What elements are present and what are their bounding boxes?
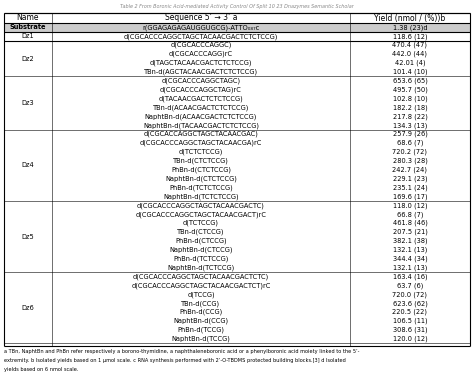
Text: Dz2: Dz2	[22, 55, 35, 62]
Text: d(CGCACCCAGGCTAGCTACAACGACTCTCTCCG): d(CGCACCCAGGCTAGCTACAACGACTCTCTCCG)	[124, 33, 278, 40]
Text: 653.6 (65): 653.6 (65)	[392, 78, 428, 84]
Text: 344.4 (34): 344.4 (34)	[392, 256, 428, 262]
Text: 132.1 (13): 132.1 (13)	[393, 247, 427, 253]
Text: 207.5 (21): 207.5 (21)	[392, 229, 428, 236]
Text: PhBn-d(CTCTCCG): PhBn-d(CTCTCCG)	[171, 166, 231, 173]
Text: Substrate: Substrate	[10, 24, 46, 30]
Text: 68.6 (7): 68.6 (7)	[397, 140, 423, 146]
Text: TBn-d(ACAACGACTCTCTCCG): TBn-d(ACAACGACTCTCTCCG)	[153, 104, 249, 111]
Text: 42.01 (4): 42.01 (4)	[395, 60, 425, 66]
Text: Dz3: Dz3	[22, 100, 34, 106]
Text: d(TCCG): d(TCCG)	[187, 291, 215, 298]
Text: d(TACAACGACTCTCTCCG): d(TACAACGACTCTCTCCG)	[159, 95, 243, 102]
Text: 220.5 (22): 220.5 (22)	[392, 309, 428, 315]
Text: NaphtBn-d(TCCG): NaphtBn-d(TCCG)	[172, 336, 230, 342]
Text: PhBn-d(TCTCCG): PhBn-d(TCTCCG)	[173, 256, 228, 262]
Bar	[4, 23, 470, 32]
Text: d(CGCACCAGGCTAGCTACAACGAC): d(CGCACCAGGCTAGCTACAACGAC)	[144, 131, 258, 137]
Text: extremity. b Isolated yields based on 1 μmol scale. c RNA synthesis performed wi: extremity. b Isolated yields based on 1 …	[4, 358, 346, 363]
Text: TBn-d(AGCTACAACGACTCTCTCCG): TBn-d(AGCTACAACGACTCTCTCCG)	[144, 69, 258, 75]
Text: TBn-d(CTCCG): TBn-d(CTCCG)	[177, 229, 225, 236]
Text: d(CGCACCCAGGCTAGC): d(CGCACCCAGGCTAGC)	[162, 78, 241, 84]
Text: 257.9 (26): 257.9 (26)	[392, 131, 428, 137]
Text: 280.3 (28): 280.3 (28)	[392, 158, 428, 164]
Text: PhBn-d(TCCG): PhBn-d(TCCG)	[177, 327, 225, 333]
Text: 217.8 (22): 217.8 (22)	[392, 113, 428, 120]
Text: 442.0 (44): 442.0 (44)	[392, 51, 428, 57]
Text: d(CGCACCCAGGC): d(CGCACCCAGGC)	[170, 42, 232, 48]
Text: d(CGCACCCAGGCTAGCTACAACGACTCT)rC: d(CGCACCCAGGCTAGCTACAACGACTCT)rC	[131, 282, 271, 289]
Text: 118.6 (12): 118.6 (12)	[392, 33, 428, 40]
Text: r(GGAGAGAGAUGGUGCG)-ATTO₀₈₇c: r(GGAGAGAGAUGGUGCG)-ATTO₀₈₇c	[142, 24, 260, 31]
Text: 720.0 (72): 720.0 (72)	[392, 291, 428, 298]
Text: d(CGCACCCAGG)rC: d(CGCACCCAGG)rC	[169, 51, 233, 57]
Text: TBn-d(CTCTCCG): TBn-d(CTCTCCG)	[173, 158, 229, 164]
Text: 120.0 (12): 120.0 (12)	[392, 336, 428, 342]
Text: TBn-d(CCG): TBn-d(CCG)	[182, 300, 220, 307]
Text: Sequence 5’ → 3’ a: Sequence 5’ → 3’ a	[165, 14, 237, 23]
Text: Yield (nmol / (%))b: Yield (nmol / (%))b	[374, 14, 446, 23]
Text: Dz6: Dz6	[22, 305, 35, 311]
Text: NaphtBn-d(TCTCCG): NaphtBn-d(TCTCCG)	[167, 265, 235, 271]
Text: d(TCTCCG): d(TCTCCG)	[183, 220, 219, 227]
Text: Table 2 From Boronic Acid-mediated Activity Control Of Split 10 23 Dnazymes Sema: Table 2 From Boronic Acid-mediated Activ…	[120, 4, 354, 9]
Text: PhBn-d(CTCCG): PhBn-d(CTCCG)	[175, 238, 227, 244]
Text: PhBn-d(TCTCTCCG): PhBn-d(TCTCTCCG)	[169, 184, 233, 191]
Text: d(CGCACCCAGGCTAG)rC: d(CGCACCCAGGCTAG)rC	[160, 87, 242, 93]
Text: NaphtBn-d(TCTCTCCG): NaphtBn-d(TCTCTCCG)	[163, 193, 239, 200]
Text: d(TAGCTACAACGACTCTCTCCG): d(TAGCTACAACGACTCTCTCCG)	[150, 60, 252, 66]
Text: 182.2 (18): 182.2 (18)	[392, 104, 428, 111]
Text: 163.4 (16): 163.4 (16)	[392, 273, 428, 280]
Text: 169.6 (17): 169.6 (17)	[392, 193, 428, 200]
Text: 495.7 (50): 495.7 (50)	[392, 87, 428, 93]
Text: d(CGCACCCAGGCTAGCTACAACGACTC): d(CGCACCCAGGCTAGCTACAACGACTC)	[137, 202, 265, 209]
Text: 1.38 (23)d: 1.38 (23)d	[392, 24, 428, 31]
Text: 132.1 (13): 132.1 (13)	[393, 265, 427, 271]
Text: NaphtBn-d(CTCTCCG): NaphtBn-d(CTCTCCG)	[165, 175, 237, 182]
Text: 720.2 (72): 720.2 (72)	[392, 149, 428, 155]
Text: 470.4 (47): 470.4 (47)	[392, 42, 428, 48]
Text: NaphtBn-d(ACAACGACTCTCTCCG): NaphtBn-d(ACAACGACTCTCTCCG)	[145, 113, 257, 120]
Text: 134.3 (13): 134.3 (13)	[393, 122, 427, 128]
Text: 623.6 (62): 623.6 (62)	[392, 300, 428, 307]
Text: 102.8 (10): 102.8 (10)	[392, 95, 428, 102]
Text: 235.1 (24): 235.1 (24)	[392, 184, 428, 191]
Text: 461.8 (46): 461.8 (46)	[392, 220, 428, 227]
Text: Dz1: Dz1	[22, 33, 34, 39]
Text: PhBn-d(CCG): PhBn-d(CCG)	[179, 309, 223, 315]
Text: 229.1 (23): 229.1 (23)	[392, 175, 428, 182]
Text: 308.6 (31): 308.6 (31)	[392, 327, 428, 333]
Text: NaphtBn-d(CTCCG): NaphtBn-d(CTCCG)	[169, 247, 233, 253]
Text: 106.5 (11): 106.5 (11)	[392, 318, 428, 324]
Text: 242.7 (24): 242.7 (24)	[392, 166, 428, 173]
Text: NaphtBn-d(CCG): NaphtBn-d(CCG)	[173, 318, 228, 324]
Text: Dz4: Dz4	[22, 162, 35, 168]
Text: 66.8 (7): 66.8 (7)	[397, 211, 423, 218]
Text: 382.1 (38): 382.1 (38)	[392, 238, 428, 244]
Text: d(CGCACCCAGGCTAGCTACAACGA)rC: d(CGCACCCAGGCTAGCTACAACGA)rC	[140, 140, 262, 146]
Text: 101.4 (10): 101.4 (10)	[392, 69, 428, 75]
Text: a TBn, NaphtBn and PhBn refer respectively a borono-thymidine, a naphthaleneboro: a TBn, NaphtBn and PhBn refer respective…	[4, 349, 359, 354]
Text: d(CGCACCCAGGCTAGCTACAACGACT)rC: d(CGCACCCAGGCTAGCTACAACGACT)rC	[136, 211, 266, 218]
Text: d(TCTCTCCG): d(TCTCTCCG)	[179, 149, 223, 155]
Text: 63.7 (6): 63.7 (6)	[397, 282, 423, 289]
Text: Name: Name	[17, 14, 39, 23]
Text: d(CGCACCCAGGCTAGCTACAACGACTCTC): d(CGCACCCAGGCTAGCTACAACGACTCTC)	[133, 273, 269, 280]
Text: NaphtBn-d(TACAACGACTCTCTCCG): NaphtBn-d(TACAACGACTCTCTCCG)	[143, 122, 259, 128]
Text: 118.0 (12): 118.0 (12)	[392, 202, 428, 209]
Text: yields based on 6 nmol scale.: yields based on 6 nmol scale.	[4, 367, 79, 372]
Text: Dz5: Dz5	[22, 234, 35, 239]
